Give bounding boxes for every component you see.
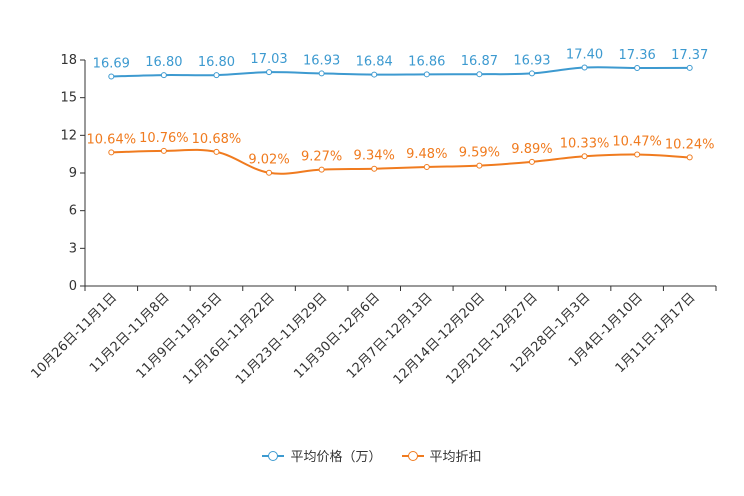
price-data-label: 17.36 — [619, 48, 656, 63]
discount-data-label: 9.48% — [406, 147, 447, 162]
discount-point — [266, 169, 273, 176]
price-data-label: 16.80 — [145, 55, 182, 70]
price-series-line — [111, 66, 690, 78]
discount-point — [160, 147, 167, 154]
discount-data-label: 10.24% — [665, 137, 715, 152]
discount-data-label: 9.59% — [459, 146, 500, 161]
price-point — [686, 64, 693, 71]
x-tick-label: 11月16日-11月22日 — [180, 290, 277, 387]
discount-data-label: 10.33% — [560, 136, 610, 151]
discount-data-label: 10.76% — [139, 131, 189, 146]
price-data-label: 16.86 — [408, 54, 445, 69]
x-tick-label: 12月14日-12月20日 — [391, 290, 488, 387]
chart-axes: 036912151810月26日-11月1日11月2日-11月8日11月9日-1… — [28, 53, 717, 388]
discount-point — [423, 163, 430, 170]
discount-data-label: 10.64% — [87, 132, 137, 147]
discount-data-label: 9.02% — [248, 153, 289, 168]
discount-point — [686, 154, 693, 161]
price-data-label: 16.84 — [356, 55, 393, 70]
chart-data-labels: 16.69 16.80 16.80 17.03 16.93 16.84 16.86 16.87… — [87, 48, 715, 168]
price-point — [318, 70, 325, 77]
discount-data-label: 9.27% — [301, 150, 342, 165]
discount-point — [108, 149, 115, 156]
price-point — [371, 71, 378, 78]
discount-data-label: 10.47% — [612, 135, 662, 150]
discount-point — [213, 148, 220, 155]
legend-swatch-price-icon — [262, 450, 285, 461]
price-point — [634, 65, 641, 72]
discount-point — [634, 151, 641, 158]
discount-data-label: 10.68% — [192, 132, 242, 147]
price-point — [528, 70, 535, 77]
y-tick-label: 12 — [60, 128, 77, 143]
y-tick-label: 9 — [69, 166, 77, 181]
price-point — [581, 64, 588, 71]
x-tick-label: 10月26日-11月1日 — [28, 290, 120, 382]
chart-series — [108, 64, 693, 176]
y-tick-label: 18 — [60, 53, 77, 68]
price-point — [108, 73, 115, 80]
chart-legend[interactable]: 平均价格（万） 平均折扣 — [0, 446, 744, 465]
price-data-label: 17.37 — [671, 48, 708, 63]
y-tick-label: 0 — [69, 279, 77, 294]
price-data-label: 16.93 — [513, 53, 550, 68]
discount-point — [371, 165, 378, 172]
legend-label-discount: 平均折扣 — [429, 450, 482, 465]
price-data-label: 16.87 — [461, 54, 498, 69]
discount-point — [528, 158, 535, 165]
discount-point — [581, 153, 588, 160]
discount-data-label: 9.89% — [511, 142, 552, 157]
price-data-label: 16.93 — [303, 53, 340, 68]
discount-point — [476, 162, 483, 169]
x-tick-label: 12月21日-12月27日 — [443, 290, 540, 387]
discount-point — [318, 166, 325, 173]
price-data-label: 16.69 — [93, 56, 130, 71]
legend-item-discount[interactable]: 平均折扣 — [401, 446, 482, 465]
price-data-label: 17.40 — [566, 48, 603, 63]
legend-swatch-discount-icon — [401, 450, 424, 461]
price-point — [160, 72, 167, 79]
price-point — [266, 69, 273, 76]
x-tick-label: 11月23日-11月29日 — [233, 290, 330, 387]
y-tick-label: 6 — [69, 204, 77, 219]
y-tick-label: 15 — [60, 91, 77, 106]
y-tick-label: 3 — [69, 241, 77, 256]
price-point — [423, 71, 430, 78]
discount-data-label: 9.34% — [354, 149, 395, 164]
legend-item-price[interactable]: 平均价格（万） — [262, 446, 382, 465]
price-point — [476, 71, 483, 78]
price-point — [213, 72, 220, 79]
price-data-label: 16.80 — [198, 55, 235, 70]
legend-label-price: 平均价格（万） — [290, 450, 382, 465]
price-data-label: 17.03 — [250, 52, 287, 67]
discount-series-line — [111, 148, 690, 175]
